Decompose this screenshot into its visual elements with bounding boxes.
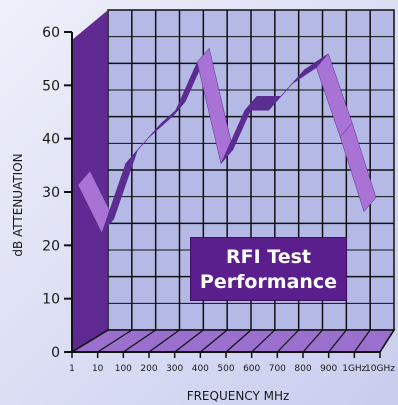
floor-grid-line (328, 329, 347, 353)
x-tick-label: 10GHz (365, 364, 395, 374)
x-tick-label: 100 (115, 364, 132, 374)
floor-panel (69, 329, 396, 353)
x-axis-title: FREQUENCY MHz (187, 389, 290, 403)
x-tick-label: 1GHz (342, 364, 366, 374)
floor-grid-line (199, 329, 228, 353)
chart-title-box: RFI Test Performance (190, 237, 347, 301)
y-tick-label: 20 (42, 238, 60, 254)
x-tick-label: 500 (217, 364, 234, 374)
chart-title-line-1: RFI Test (225, 246, 311, 268)
floor-grid-line (276, 329, 300, 353)
floor-grid-line (148, 329, 180, 353)
floor-grid-line (122, 329, 157, 353)
attenuation-series (77, 47, 377, 234)
chart-title-line-2: Performance (199, 271, 338, 293)
x-tick-label: 600 (243, 364, 260, 374)
x-tick-label: 700 (269, 364, 286, 374)
floor-grid-line (251, 329, 276, 353)
x-tick-label: 800 (294, 364, 311, 374)
chart-floor (69, 329, 396, 353)
floor-grid-line (71, 329, 109, 353)
floor-grid-line (225, 329, 252, 353)
y-tick-label: 40 (42, 132, 60, 148)
y-tick-label: 60 (42, 25, 60, 41)
x-tick-label: 900 (320, 364, 337, 374)
series-segment (339, 122, 377, 213)
floor-grid-line (302, 329, 323, 353)
floor-grid-line (379, 329, 395, 353)
x-tick-label: 1 (69, 364, 75, 374)
floor-grid-line (174, 329, 204, 353)
y-tick-label: 10 (42, 292, 60, 308)
y-tick-label: 0 (51, 345, 60, 361)
floor-grid-line (353, 329, 371, 353)
floor-grid-line (97, 329, 133, 353)
x-tick-label: 400 (192, 364, 209, 374)
y-tick-label: 50 (42, 78, 60, 94)
y-axis: 0 10 20 30 40 50 60 (42, 25, 73, 361)
y-axis-title: dB ATTENUATION (11, 153, 25, 256)
x-tick-label: 200 (140, 364, 157, 374)
x-tick-label: 10 (92, 364, 104, 374)
x-tick-label: 300 (166, 364, 183, 374)
y-tick-label: 30 (42, 185, 60, 201)
